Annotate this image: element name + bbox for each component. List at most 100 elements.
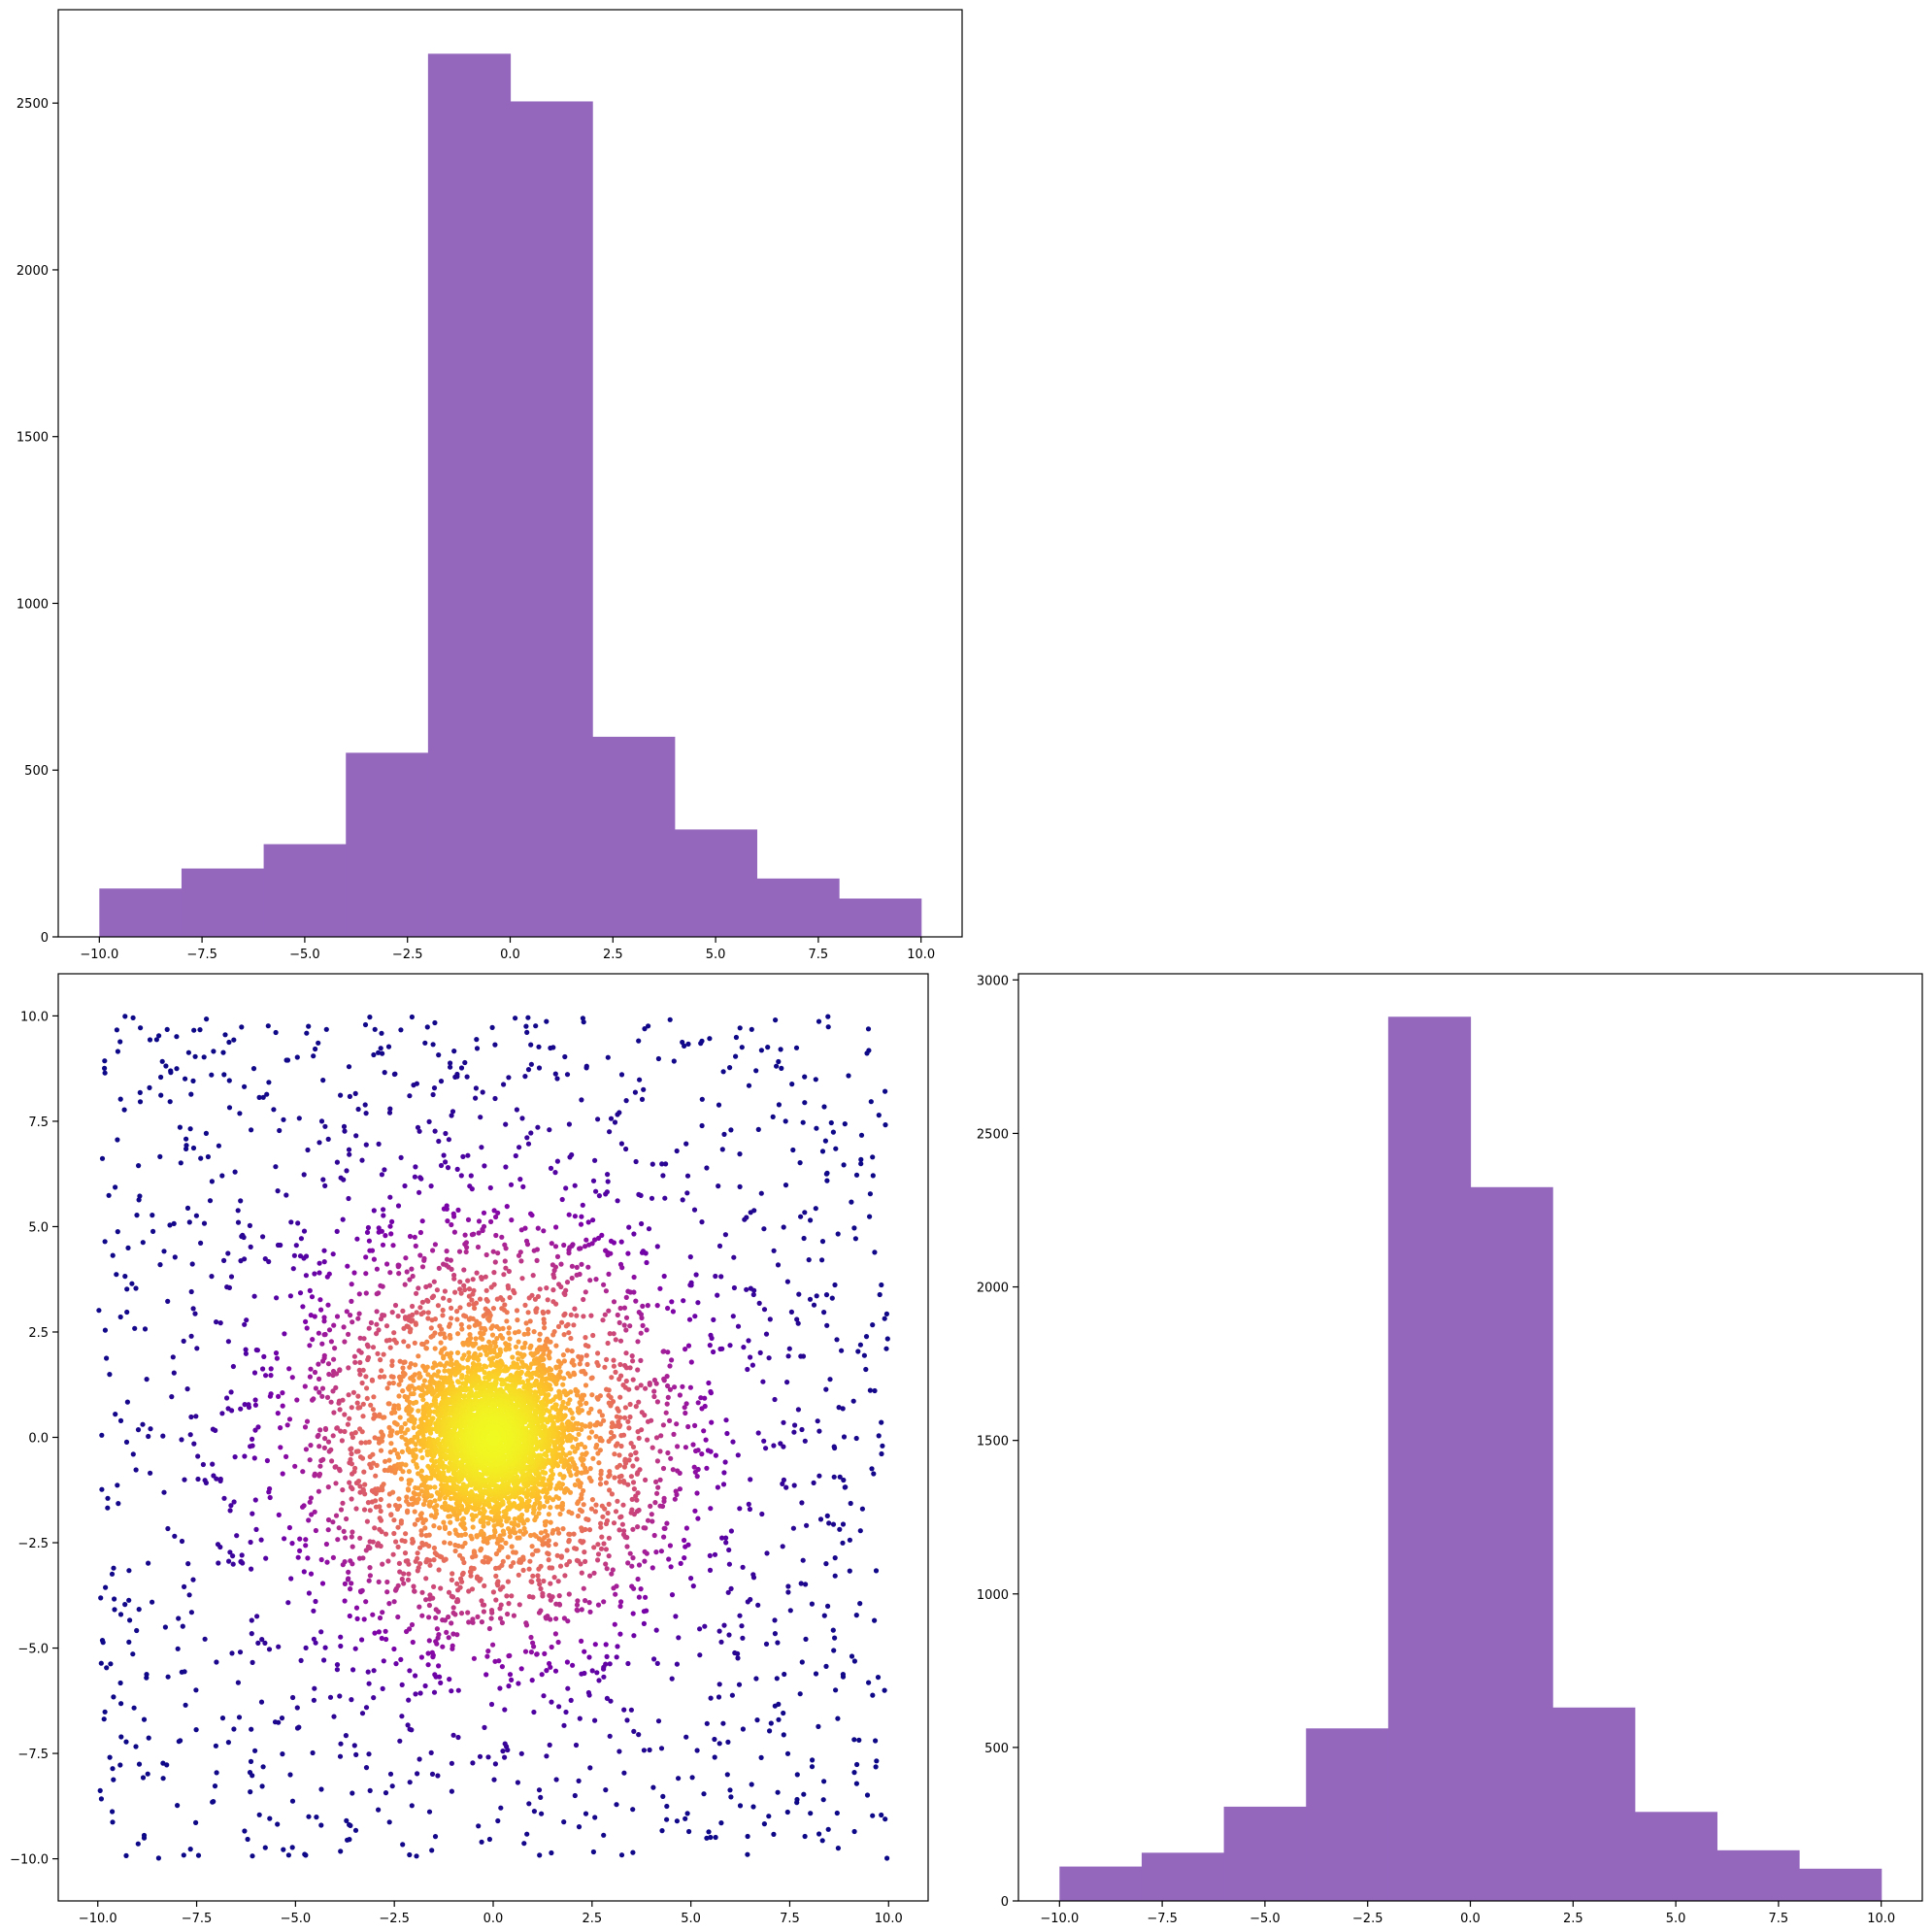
scatter-point bbox=[407, 1851, 413, 1858]
scatter-point bbox=[586, 1423, 593, 1429]
scatter-point bbox=[603, 1561, 609, 1567]
scatter-point bbox=[412, 1372, 417, 1378]
scatter-point bbox=[618, 1443, 624, 1449]
scatter-point bbox=[425, 1316, 431, 1321]
scatter-point bbox=[157, 1262, 163, 1268]
scatter-point bbox=[328, 1339, 334, 1345]
scatter-point bbox=[212, 1783, 218, 1789]
scatter-point bbox=[388, 1432, 394, 1439]
scatter-point bbox=[742, 1216, 748, 1222]
scatter-point bbox=[346, 1392, 351, 1398]
scatter-point bbox=[825, 1603, 831, 1609]
scatter-point bbox=[370, 1539, 376, 1545]
scatter-point bbox=[402, 1183, 408, 1189]
scatter-point bbox=[401, 1339, 407, 1345]
scatter-point bbox=[572, 1546, 578, 1551]
scatter-point bbox=[429, 1771, 436, 1777]
scatter-point bbox=[499, 1619, 506, 1626]
scatter-point bbox=[331, 1714, 337, 1719]
scatter-point bbox=[411, 1424, 416, 1431]
scatter-point bbox=[544, 1018, 550, 1024]
scatter-point bbox=[365, 1224, 371, 1231]
scatter-point bbox=[214, 1659, 219, 1665]
scatter-point bbox=[780, 1481, 785, 1486]
scatter-point bbox=[426, 1413, 432, 1418]
scatter-point bbox=[531, 1709, 537, 1715]
scatter-point bbox=[555, 1323, 562, 1329]
scatter-point bbox=[346, 1576, 351, 1582]
scatter-point bbox=[187, 1432, 193, 1438]
scatter-point bbox=[194, 1346, 200, 1351]
scatter-point bbox=[616, 1479, 623, 1484]
scatter-point bbox=[520, 1567, 526, 1573]
scatter-point bbox=[476, 1823, 482, 1829]
hist-top-left-bar-4 bbox=[427, 53, 512, 937]
scatter-point bbox=[593, 1434, 599, 1440]
scatter-point bbox=[492, 1095, 498, 1102]
scatter-point bbox=[499, 1234, 505, 1240]
scatter-point bbox=[318, 1556, 324, 1563]
scatter-point bbox=[735, 1452, 741, 1458]
scatter-point bbox=[399, 1682, 405, 1687]
scatter-point bbox=[338, 1092, 344, 1098]
scatter-point bbox=[117, 1314, 123, 1320]
scatter-point bbox=[414, 1853, 419, 1859]
scatter-point bbox=[588, 1506, 595, 1512]
scatter-point bbox=[432, 1834, 439, 1840]
hist-top-left-bar-9 bbox=[839, 898, 922, 937]
scatter-point bbox=[387, 1345, 393, 1350]
scatter-point bbox=[500, 1584, 506, 1590]
scatter-point bbox=[389, 1310, 395, 1316]
scatter-point bbox=[588, 1429, 595, 1435]
scatter-point bbox=[432, 1128, 438, 1134]
scatter-point bbox=[626, 1425, 632, 1431]
scatter-point bbox=[530, 1273, 536, 1279]
scatter-point bbox=[436, 1369, 442, 1375]
scatter-point bbox=[321, 1315, 327, 1320]
scatter-point bbox=[618, 1141, 625, 1147]
scatter-point bbox=[708, 1506, 714, 1512]
scatter-point bbox=[539, 1811, 545, 1816]
scatter-point bbox=[115, 1229, 120, 1235]
scatter-point bbox=[720, 1482, 727, 1487]
scatter-point bbox=[188, 1091, 194, 1097]
scatter-point bbox=[490, 1642, 496, 1648]
scatter-point bbox=[320, 1177, 326, 1183]
scatter-point bbox=[802, 1074, 808, 1080]
scatter-point bbox=[311, 1053, 316, 1059]
scatter-point bbox=[583, 1558, 588, 1564]
scatter-point bbox=[450, 1643, 455, 1649]
scatter-point bbox=[835, 1715, 841, 1721]
scatter-point bbox=[514, 1308, 520, 1314]
scatter-point bbox=[504, 1377, 510, 1382]
scatter-point bbox=[543, 1528, 549, 1534]
scatter-point bbox=[630, 1807, 636, 1813]
scatter-point bbox=[350, 1529, 355, 1535]
scatter-point bbox=[447, 1530, 452, 1536]
scatter-point bbox=[186, 1219, 192, 1225]
scatter-point bbox=[209, 1274, 215, 1280]
scatter-point bbox=[428, 1749, 434, 1755]
scatter-point bbox=[346, 1331, 351, 1337]
scatter-point bbox=[576, 1824, 583, 1830]
scatter-point bbox=[566, 1531, 572, 1537]
scatter-point bbox=[507, 1336, 513, 1342]
scatter-point bbox=[412, 1419, 417, 1426]
scatter-point bbox=[645, 1303, 650, 1309]
scatter-point bbox=[260, 1366, 266, 1372]
scatter-point bbox=[547, 1372, 552, 1378]
scatter-point bbox=[872, 1387, 878, 1394]
scatter-point bbox=[605, 1510, 611, 1516]
scatter-point bbox=[507, 1652, 513, 1658]
scatter-point bbox=[361, 1507, 368, 1513]
scatter-point bbox=[620, 1478, 627, 1484]
scatter-point bbox=[290, 1694, 296, 1701]
scatter-point bbox=[745, 1366, 750, 1373]
scatter-point bbox=[534, 1651, 540, 1657]
scatter-point bbox=[302, 1424, 309, 1430]
scatter-point bbox=[387, 1449, 393, 1455]
scatter-point bbox=[386, 1601, 392, 1607]
scatter-point bbox=[663, 1161, 669, 1167]
scatter-point bbox=[625, 1418, 631, 1424]
scatter-point bbox=[388, 1512, 394, 1517]
